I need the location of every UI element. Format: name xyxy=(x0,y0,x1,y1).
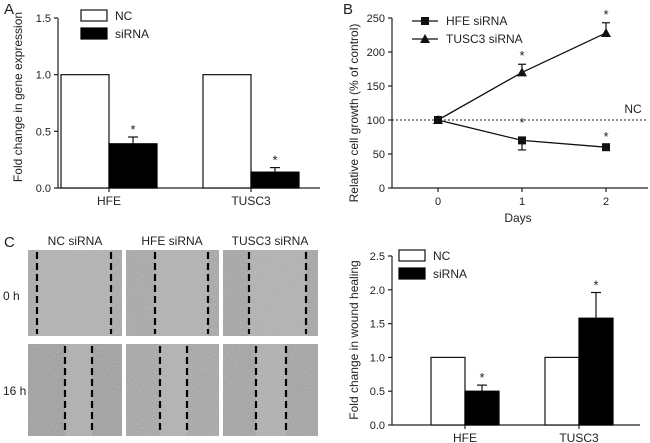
panel-label-a: A xyxy=(4,1,14,18)
chart-c-xtick-label-0: HFE xyxy=(453,431,477,443)
chart-a-bar-sirna-hfe xyxy=(108,143,158,189)
chart-a-ytick-label-1: 0.5 xyxy=(36,126,51,138)
chart-c-ytick-label-2: 1.0 xyxy=(370,352,385,364)
chart-c-ytick-label-5: 2.5 xyxy=(370,251,385,263)
chart-c: Fold change in wound healing 0.0 0.5 1.0 1.… xyxy=(347,249,640,443)
chart-a-ylabel: Fold change in gene expression xyxy=(11,12,25,182)
micrograph-grid: NC siRNA HFE siRNA TUSC3 siRNA 0 h 16 h xyxy=(3,234,318,436)
panel-label-c: C xyxy=(4,234,15,251)
chart-a-legend-swatch-nc xyxy=(80,9,108,22)
chart-c-legend-swatch-sirna xyxy=(398,267,426,280)
chart-b-xtick-label-0: 0 xyxy=(435,196,441,208)
chart-c-ytick-label-0: 0.0 xyxy=(370,420,385,432)
micrograph-hfe-0h-wound-gap xyxy=(155,250,208,336)
chart-a-xtick-label-1: TUSC3 xyxy=(231,194,271,208)
chart-b-significance-hfe-2: * xyxy=(603,129,608,144)
chart-b-ytick-label-2: 100 xyxy=(367,115,385,127)
chart-b-significance-hfe-1: * xyxy=(519,115,524,130)
chart-b-xlabel: Days xyxy=(504,211,531,225)
chart-c-ytick-label-4: 2.0 xyxy=(370,285,385,297)
chart-c-bar-sirna-tusc3 xyxy=(578,317,614,426)
chart-a-ytick-label-3: 1.5 xyxy=(36,13,51,25)
micrograph-row-16h: 16 h xyxy=(3,384,26,398)
chart-c-significance-tusc3: * xyxy=(593,278,598,293)
chart-b-ylabel: Relative cell growth (% of control) xyxy=(347,24,361,203)
chart-a-significance-hfe: * xyxy=(130,122,135,137)
chart-c-xtick-label-1: TUSC3 xyxy=(559,431,599,443)
micrograph-nc-0h-wound-gap xyxy=(37,250,111,336)
chart-c-ytick-label-3: 1.5 xyxy=(370,319,385,331)
chart-b-point-hfe-1 xyxy=(518,136,526,145)
chart-c-legend-label-sirna: siRNA xyxy=(433,267,467,281)
chart-b-point-tusc3-0 xyxy=(433,115,443,124)
chart-a-legend-swatch-sirna xyxy=(80,27,108,40)
chart-b-point-tusc3-2 xyxy=(601,27,611,37)
chart-b-legend-marker-hfe xyxy=(421,17,429,25)
chart-a: Fold change in gene expression 0.0 0.5 1.0… xyxy=(11,9,320,208)
micrograph-col-tusc3: TUSC3 siRNA xyxy=(232,234,309,248)
chart-c-ytick-label-1: 0.5 xyxy=(370,386,385,398)
chart-c-bar-sirna-hfe xyxy=(464,390,500,426)
chart-a-bar-nc-hfe xyxy=(60,74,110,189)
chart-c-legend-label-nc: NC xyxy=(433,249,451,263)
chart-b-significance-tusc3-2: * xyxy=(603,7,608,22)
chart-a-ytick-label-2: 1.0 xyxy=(36,70,51,82)
chart-b-reference-label: NC xyxy=(624,102,642,116)
chart-c-bar-nc-tusc3 xyxy=(544,356,580,426)
chart-b-point-hfe-2 xyxy=(602,143,610,152)
chart-a-xtick-label-0: HFE xyxy=(97,194,121,208)
chart-b-ytick-label-4: 200 xyxy=(367,47,385,59)
chart-a-bar-sirna-tusc3 xyxy=(250,171,300,189)
chart-b-point-tusc3-1 xyxy=(517,67,527,77)
chart-c-significance-hfe: * xyxy=(479,370,484,385)
chart-a-bar-nc-tusc3 xyxy=(202,74,252,189)
chart-a-legend-label-sirna: siRNA xyxy=(115,27,149,41)
chart-b-ytick-label-0: 0 xyxy=(379,183,385,195)
chart-a-ytick-label-0: 0.0 xyxy=(36,183,51,195)
chart-b-xtick-label-1: 1 xyxy=(519,196,525,208)
chart-b-legend-marker-tusc3 xyxy=(420,34,430,43)
chart-b-legend-label-tusc3: TUSC3 siRNA xyxy=(446,32,523,46)
micrograph-nc-16h-wound-gap xyxy=(65,344,92,436)
chart-b-ytick-label-1: 50 xyxy=(373,149,385,161)
micrograph-tusc3-16h-wound-gap xyxy=(256,344,286,436)
chart-a-significance-tusc3: * xyxy=(272,153,277,168)
chart-b: Relative cell growth (% of control) Days… xyxy=(347,7,648,225)
chart-c-ylabel: Fold change in wound healing xyxy=(347,260,361,419)
chart-c-bar-nc-hfe xyxy=(430,356,466,426)
micrograph-col-hfe: HFE siRNA xyxy=(141,234,202,248)
chart-c-legend-swatch-nc xyxy=(398,249,426,262)
micrograph-tusc3-0h-wound-gap xyxy=(249,250,306,336)
chart-b-ytick-label-3: 150 xyxy=(367,81,385,93)
chart-a-legend-label-nc: NC xyxy=(115,9,133,23)
chart-b-line-tusc3 xyxy=(437,32,607,121)
micrograph-col-nc: NC siRNA xyxy=(48,234,103,248)
micrograph-hfe-16h-wound-gap xyxy=(160,344,187,436)
chart-b-legend-label-hfe: HFE siRNA xyxy=(446,14,507,28)
chart-b-significance-tusc3-1: * xyxy=(519,48,524,63)
panel-label-b: B xyxy=(343,1,353,18)
chart-b-xtick-label-2: 2 xyxy=(603,196,609,208)
micrograph-row-0h: 0 h xyxy=(3,289,20,303)
chart-b-ytick-label-5: 250 xyxy=(367,13,385,25)
